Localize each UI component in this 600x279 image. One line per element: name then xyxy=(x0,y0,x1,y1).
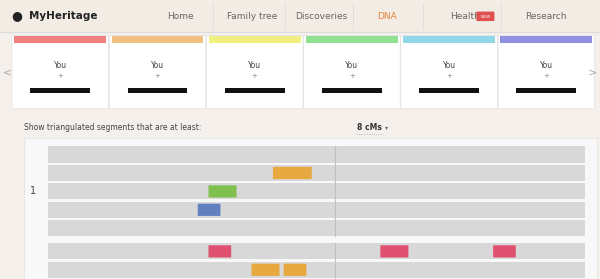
Text: MyHeritage: MyHeritage xyxy=(29,11,97,21)
Bar xyxy=(31,88,90,93)
FancyBboxPatch shape xyxy=(209,185,236,198)
Text: +: + xyxy=(58,73,63,80)
Bar xyxy=(403,36,495,43)
FancyBboxPatch shape xyxy=(273,167,312,179)
Text: You: You xyxy=(248,61,261,69)
Text: +: + xyxy=(446,73,452,80)
Text: ●: ● xyxy=(11,9,22,23)
FancyBboxPatch shape xyxy=(206,35,303,109)
Bar xyxy=(48,183,585,199)
FancyBboxPatch shape xyxy=(401,35,497,109)
Bar xyxy=(0,33,600,112)
Text: You: You xyxy=(443,61,455,69)
FancyBboxPatch shape xyxy=(12,35,109,109)
Bar xyxy=(48,220,585,236)
Bar xyxy=(128,88,187,93)
Bar xyxy=(48,243,585,259)
Text: You: You xyxy=(346,61,358,69)
Text: Family tree: Family tree xyxy=(227,11,277,21)
Text: Research: Research xyxy=(525,11,567,21)
Bar xyxy=(500,36,592,43)
Bar xyxy=(225,88,284,93)
Text: 1: 1 xyxy=(30,186,36,196)
FancyBboxPatch shape xyxy=(498,35,595,109)
FancyBboxPatch shape xyxy=(109,35,206,109)
Text: +: + xyxy=(349,73,355,80)
Text: You: You xyxy=(540,61,553,69)
Text: 8 cMs: 8 cMs xyxy=(357,123,382,132)
Bar xyxy=(419,88,479,93)
Text: NEW: NEW xyxy=(480,15,491,19)
Bar xyxy=(209,36,301,43)
Text: Discoveries: Discoveries xyxy=(295,11,347,21)
FancyBboxPatch shape xyxy=(251,264,280,276)
Bar xyxy=(48,165,585,181)
Text: +: + xyxy=(252,73,257,80)
FancyBboxPatch shape xyxy=(476,12,494,21)
Bar xyxy=(48,262,585,278)
Text: <: < xyxy=(2,68,12,78)
Bar xyxy=(48,202,585,218)
Text: Home: Home xyxy=(167,11,193,21)
FancyBboxPatch shape xyxy=(198,204,220,216)
Bar xyxy=(112,36,203,43)
Text: >: > xyxy=(588,68,598,78)
FancyBboxPatch shape xyxy=(209,245,231,258)
Bar xyxy=(322,88,382,93)
Bar xyxy=(306,36,398,43)
Bar xyxy=(517,88,576,93)
Text: You: You xyxy=(54,61,67,69)
Text: DNA: DNA xyxy=(377,11,397,21)
FancyBboxPatch shape xyxy=(284,264,307,276)
Text: +: + xyxy=(544,73,549,80)
FancyBboxPatch shape xyxy=(493,245,516,258)
Text: +: + xyxy=(155,73,160,80)
Text: Show triangulated segments that are at least:: Show triangulated segments that are at l… xyxy=(24,123,202,132)
Bar xyxy=(24,138,597,279)
Text: You: You xyxy=(151,61,164,69)
Bar xyxy=(14,36,106,43)
Bar xyxy=(48,146,585,163)
FancyBboxPatch shape xyxy=(380,245,409,258)
Text: ▾: ▾ xyxy=(385,125,388,130)
FancyBboxPatch shape xyxy=(304,35,400,109)
Bar xyxy=(0,0,600,32)
Text: Health: Health xyxy=(450,11,480,21)
